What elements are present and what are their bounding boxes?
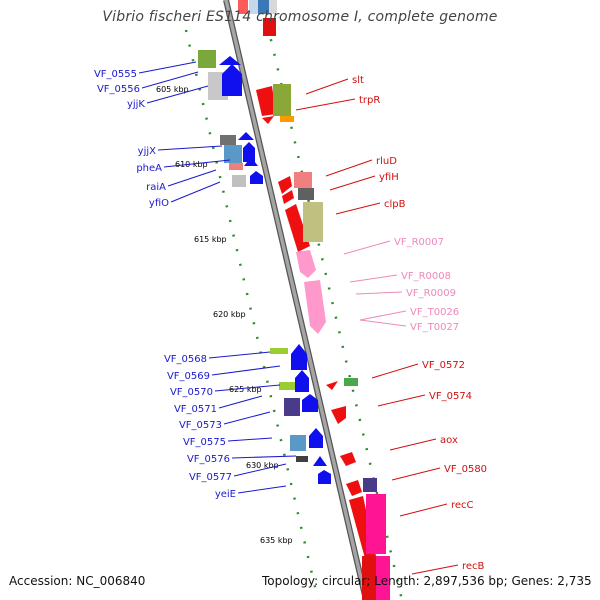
gene-block[interactable] — [290, 435, 306, 451]
chromosome-backbone-highlight — [224, 0, 368, 600]
scale-tick-label: 620 kbp — [213, 310, 246, 319]
gene-label[interactable]: yeiE — [215, 489, 236, 500]
gene-label[interactable]: VF_0571 — [174, 404, 217, 415]
gene-arrow[interactable] — [318, 470, 331, 484]
gene-label[interactable]: trpR — [359, 95, 380, 106]
gene-block[interactable] — [232, 175, 246, 187]
gene-arrow[interactable] — [291, 344, 307, 370]
gene-block[interactable] — [229, 163, 243, 170]
gene-label[interactable]: aox — [440, 435, 458, 446]
rna-gene-label[interactable]: VF_R0007 — [394, 237, 444, 248]
scale-tick-label: 605 kbp — [156, 85, 189, 94]
gene-block[interactable] — [238, 0, 248, 14]
gene-label[interactable]: yjjX — [138, 146, 156, 157]
gene-label[interactable]: VF_0580 — [444, 464, 487, 475]
gene-arrow[interactable] — [219, 56, 241, 65]
rna-gene-label[interactable]: VF_T0027 — [410, 322, 459, 333]
gene-arrow[interactable] — [304, 280, 326, 334]
gene-block[interactable] — [296, 456, 308, 462]
gene-arrow[interactable] — [243, 142, 255, 162]
gene-block[interactable] — [198, 50, 216, 68]
gene-block[interactable] — [279, 382, 295, 390]
gene-arrow[interactable] — [340, 452, 356, 466]
rna-gene-label[interactable]: VF_T0026 — [410, 307, 459, 318]
scale-tick-label: 630 kbp — [246, 461, 279, 470]
gene-arrow[interactable] — [244, 157, 258, 166]
scale-tick-label: 635 kbp — [260, 536, 293, 545]
gene-label[interactable]: raiA — [146, 182, 166, 193]
gene-block[interactable] — [258, 0, 270, 14]
accession-info: Accession: NC_006840 — [9, 574, 146, 588]
gene-block[interactable] — [362, 556, 376, 600]
gene-block[interactable] — [249, 0, 258, 14]
gene-arrow[interactable] — [256, 86, 276, 116]
gene-label[interactable]: VF_0572 — [422, 360, 465, 371]
gene-arrow[interactable] — [346, 480, 362, 496]
gene-arrow[interactable] — [262, 116, 274, 124]
gene-label[interactable]: clpB — [384, 199, 406, 210]
gene-arrow[interactable] — [278, 176, 292, 194]
gene-label[interactable]: VF_0569 — [167, 371, 210, 382]
gene-label[interactable]: VF_0574 — [429, 391, 472, 402]
gene-arrow[interactable] — [295, 370, 309, 392]
gene-label[interactable]: VF_0568 — [164, 354, 207, 365]
gene-label[interactable]: slt — [352, 75, 364, 86]
gene-block[interactable] — [344, 378, 358, 386]
rna-leader-lines — [343, 240, 407, 327]
map-title: Vibrio fischeri ES114 chromosome I, comp… — [102, 9, 498, 25]
gene-block[interactable] — [376, 556, 390, 600]
gene-arrow[interactable] — [250, 171, 263, 184]
genome-stats: Topology: circularLength: 2,897,536 bpGe… — [262, 574, 592, 588]
gene-label[interactable]: VF_0570 — [170, 387, 213, 398]
gene-label[interactable]: VF_0575 — [183, 437, 226, 448]
gene-arrow[interactable] — [238, 132, 254, 140]
gene-block[interactable] — [224, 145, 242, 163]
gene-block[interactable] — [366, 494, 386, 554]
gene-block[interactable] — [220, 135, 236, 145]
length-info: Length: 2,897,536 bp — [366, 574, 503, 588]
topology-info: Topology: circular — [262, 574, 367, 588]
gene-label[interactable]: VF_0573 — [179, 420, 222, 431]
gene-block[interactable] — [270, 348, 288, 354]
gene-label[interactable]: VF_0556 — [97, 84, 140, 95]
gene-arrow[interactable] — [309, 428, 323, 448]
gene-block[interactable] — [273, 84, 291, 116]
gene-block[interactable] — [284, 398, 300, 416]
gene-block[interactable] — [280, 116, 294, 122]
gene-label[interactable]: recC — [451, 500, 474, 511]
gene-arrow[interactable] — [296, 250, 316, 278]
gene-arrow[interactable] — [222, 64, 242, 96]
scale-tick-label: 625 kbp — [229, 385, 262, 394]
gene-label[interactable]: VF_0555 — [94, 69, 137, 80]
rna-gene-label[interactable]: VF_R0009 — [406, 288, 456, 299]
gene-arrow[interactable] — [302, 394, 318, 412]
gene-label[interactable]: rluD — [376, 156, 397, 167]
gene-block[interactable] — [269, 0, 277, 14]
gene-block[interactable] — [363, 478, 377, 492]
gene-arrow[interactable] — [313, 456, 327, 466]
gene-arrow[interactable] — [331, 406, 346, 424]
gene-block[interactable] — [298, 188, 314, 200]
gene-label[interactable]: yjjK — [127, 99, 145, 110]
right-leader-lines — [295, 78, 459, 575]
rna-gene-label[interactable]: VF_R0008 — [401, 271, 451, 282]
scale-tick-label: 615 kbp — [194, 235, 227, 244]
left-leader-lines — [138, 61, 297, 494]
gene-block[interactable] — [263, 18, 276, 36]
gene-count-info: Genes: 2,735 — [504, 574, 592, 588]
gene-block[interactable] — [303, 202, 323, 242]
gene-block[interactable] — [294, 172, 312, 188]
gene-label[interactable]: VF_0577 — [189, 472, 232, 483]
gene-label[interactable]: yfiH — [379, 172, 399, 183]
gene-label[interactable]: pheA — [136, 163, 162, 174]
gene-arrow[interactable] — [326, 381, 338, 390]
gene-label[interactable]: yfiO — [149, 198, 169, 209]
gene-arrow[interactable] — [282, 190, 294, 204]
gene-label[interactable]: recB — [462, 561, 485, 572]
gene-label[interactable]: VF_0576 — [187, 454, 230, 465]
